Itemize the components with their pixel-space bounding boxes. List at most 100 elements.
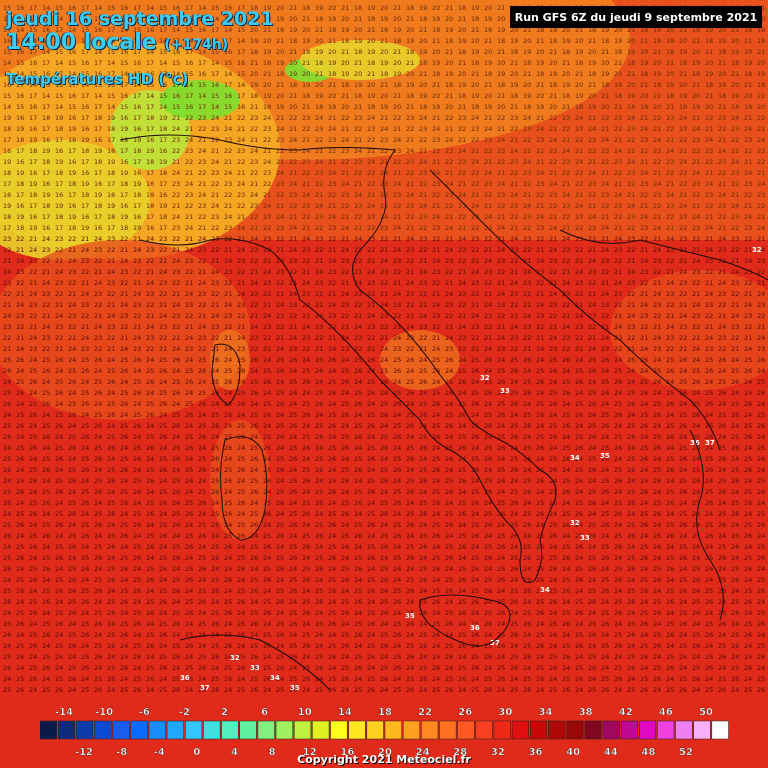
grid-value: 21	[81, 279, 89, 287]
grid-value: 24	[211, 664, 219, 672]
grid-value: 24	[133, 400, 141, 408]
grid-value: 25	[16, 576, 24, 584]
legend-swatch	[330, 720, 348, 740]
grid-value: 19	[614, 37, 622, 45]
grid-value: 24	[3, 268, 11, 276]
grid-value: 19	[523, 92, 531, 100]
grid-value: 18	[536, 26, 544, 34]
grid-value: 23	[289, 257, 297, 265]
grid-value: 20	[484, 48, 492, 56]
grid-value: 24	[588, 169, 596, 177]
grid-value: 22	[575, 246, 583, 254]
grid-value: 19	[263, 4, 271, 12]
grid-value: 18	[276, 26, 284, 34]
grid-value: 22	[146, 257, 154, 265]
legend-label: 16	[340, 747, 354, 758]
grid-value: 21	[289, 4, 297, 12]
grid-value: 23	[445, 191, 453, 199]
grid-value: 24	[328, 169, 336, 177]
grid-value: 24	[263, 312, 271, 320]
grid-value: 23	[380, 224, 388, 232]
grid-value: 26	[679, 653, 687, 661]
grid-value: 24	[484, 345, 492, 353]
grid-value: 26	[250, 488, 258, 496]
grid-value: 21	[42, 312, 50, 320]
grid-value: 23	[276, 136, 284, 144]
grid-value: 24	[380, 620, 388, 628]
grid-value: 20	[614, 26, 622, 34]
grid-value: 24	[133, 664, 141, 672]
legend-swatch	[130, 720, 148, 740]
legend-label: 32	[491, 747, 505, 758]
grid-value: 22	[562, 213, 570, 221]
grid-value: 26	[666, 367, 674, 375]
grid-value: 24	[380, 345, 388, 353]
grid-value: 25	[718, 411, 726, 419]
grid-value: 22	[601, 202, 609, 210]
grid-value: 24	[731, 422, 739, 430]
grid-value: 17	[107, 224, 115, 232]
legend-swatch	[566, 720, 584, 740]
grid-value: 23	[406, 334, 414, 342]
grid-value: 16	[29, 103, 37, 111]
grid-value: 26	[588, 532, 596, 540]
grid-value: 25	[354, 356, 362, 364]
grid-value: 23	[354, 158, 362, 166]
grid-value: 24	[3, 675, 11, 683]
grid-value: 21	[445, 323, 453, 331]
grid-value: 15	[3, 92, 11, 100]
grid-value: 24	[3, 312, 11, 320]
grid-value: 21	[627, 345, 635, 353]
grid-value: 26	[679, 521, 687, 529]
grid-value: 25	[549, 455, 557, 463]
grid-value: 26	[55, 620, 63, 628]
grid-value: 21	[731, 26, 739, 34]
grid-value: 26	[276, 499, 284, 507]
grid-value: 24	[666, 279, 674, 287]
grid-value: 24	[432, 125, 440, 133]
grid-value: 17	[146, 125, 154, 133]
grid-value: 19	[536, 59, 544, 67]
grid-value: 25	[406, 411, 414, 419]
grid-value: 26	[562, 620, 570, 628]
grid-value: 25	[497, 565, 505, 573]
grid-value: 26	[55, 356, 63, 364]
grid-value: 24	[380, 653, 388, 661]
grid-value: 24	[432, 576, 440, 584]
grid-value: 17	[16, 147, 24, 155]
grid-value: 24	[666, 323, 674, 331]
grid-value: 25	[107, 367, 115, 375]
grid-value: 21	[432, 334, 440, 342]
grid-value: 21	[757, 235, 765, 243]
grid-value: 25	[250, 411, 258, 419]
grid-value: 24	[68, 389, 76, 397]
grid-value: 22	[315, 136, 323, 144]
grid-value: 24	[679, 532, 687, 540]
legend-label: 36	[529, 747, 543, 758]
grid-value: 22	[458, 257, 466, 265]
grid-value: 24	[419, 389, 427, 397]
grid-value: 26	[198, 664, 206, 672]
grid-value: 21	[445, 279, 453, 287]
grid-value: 20	[393, 103, 401, 111]
grid-value: 22	[562, 301, 570, 309]
grid-value: 25	[549, 488, 557, 496]
grid-value: 17	[198, 59, 206, 67]
grid-value: 24	[744, 125, 752, 133]
grid-value: 25	[354, 653, 362, 661]
grid-value: 23	[185, 345, 193, 353]
grid-value: 17	[107, 26, 115, 34]
grid-value: 18	[471, 59, 479, 67]
grid-value: 24	[575, 268, 583, 276]
grid-value: 26	[497, 477, 505, 485]
grid-value: 16	[42, 70, 50, 78]
grid-value: 21	[393, 92, 401, 100]
grid-value: 25	[107, 532, 115, 540]
grid-value: 23	[172, 180, 180, 188]
grid-value: 23	[731, 323, 739, 331]
grid-value: 21	[406, 59, 414, 67]
grid-value: 23	[276, 312, 284, 320]
grid-value: 24	[445, 136, 453, 144]
grid-value: 24	[198, 444, 206, 452]
grid-value: 24	[471, 158, 479, 166]
